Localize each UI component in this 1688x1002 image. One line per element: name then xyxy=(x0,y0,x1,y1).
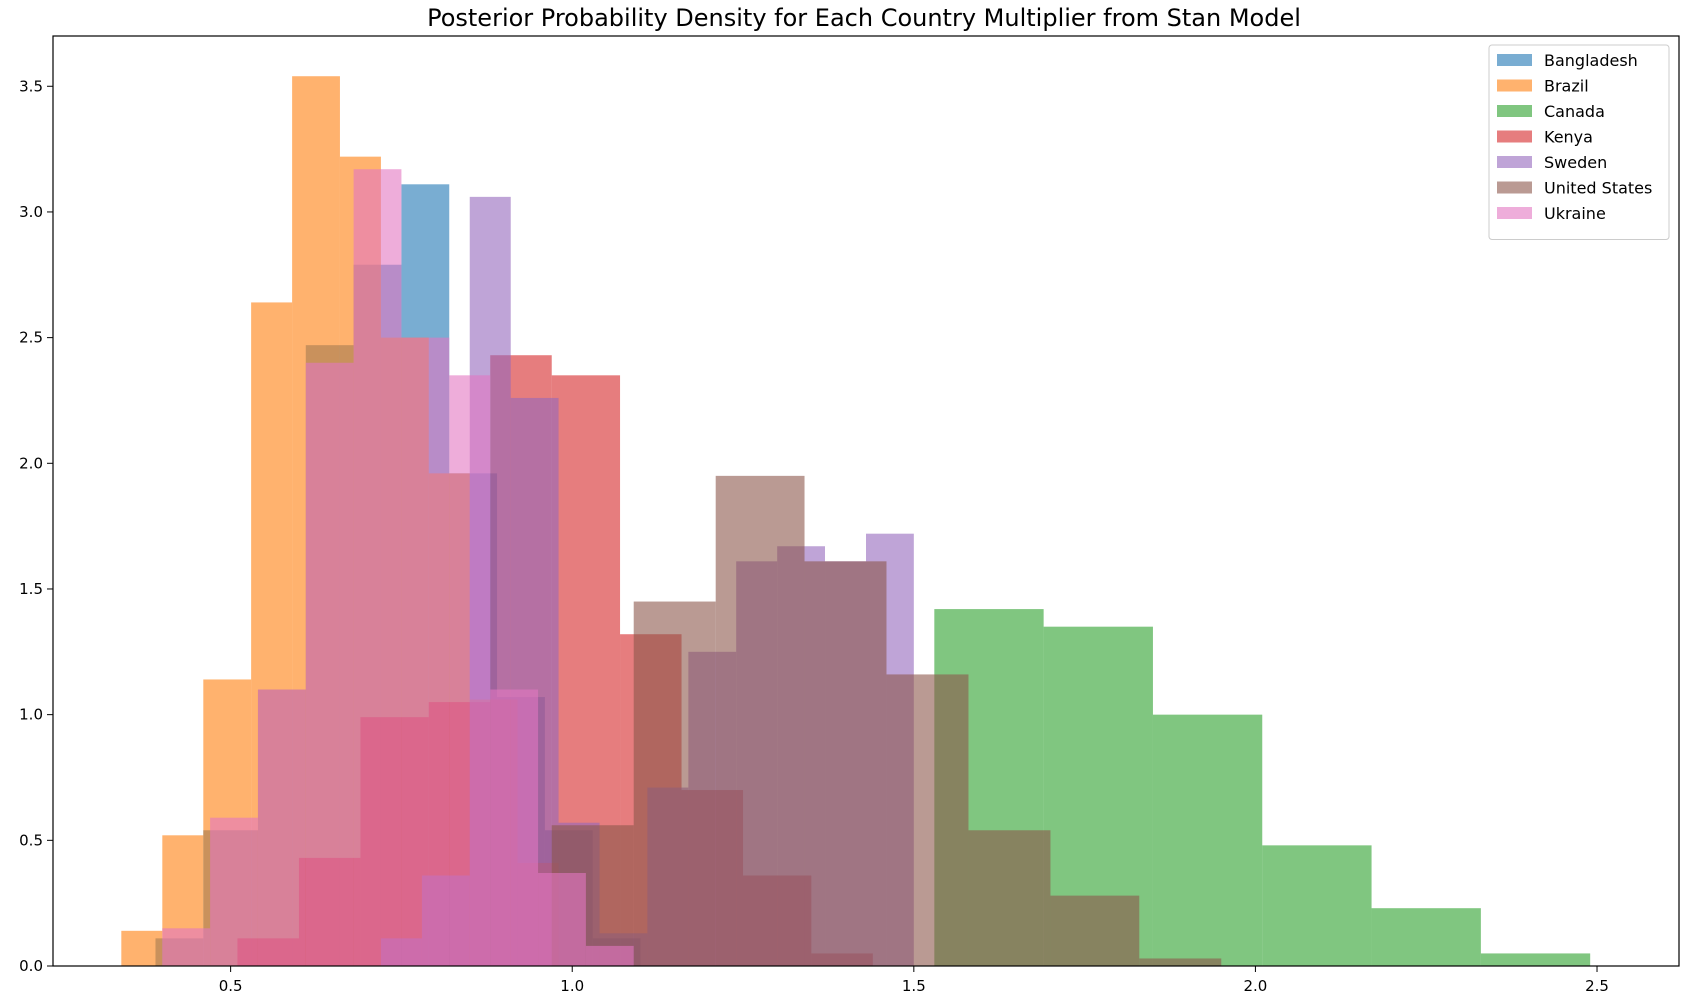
legend-label-brazil: Brazil xyxy=(1544,77,1589,96)
y-tick-label: 3.0 xyxy=(19,203,43,221)
legend: Bangladesh Brazil Canada Kenya Sweden United … xyxy=(1488,44,1670,240)
legend-swatch-canada xyxy=(1497,105,1532,117)
series-ukraine xyxy=(162,169,634,967)
histogram-bar-brazil xyxy=(121,930,163,966)
chart-title: Posterior Probability Density for Each C… xyxy=(427,4,1301,32)
legend-swatch-ukraine xyxy=(1497,207,1532,219)
histogram-bar-ukraine xyxy=(490,689,539,966)
histogram-bar-canada xyxy=(1371,908,1481,966)
histogram-bar-ukraine xyxy=(353,169,402,967)
legend-label-canada: Canada xyxy=(1544,102,1605,121)
histogram-bar-canada xyxy=(1480,953,1591,966)
x-tick-label: 2.0 xyxy=(1243,977,1267,995)
x-tick-label: 0.5 xyxy=(219,977,243,995)
legend-swatch-kenya xyxy=(1497,130,1532,143)
histogram-bar-ukraine xyxy=(538,873,586,966)
y-tick-label: 0.5 xyxy=(19,831,43,849)
x-tick-label: 1.5 xyxy=(902,977,926,995)
histogram-bar-ukraine xyxy=(401,337,450,966)
histogram-bar-united-states xyxy=(886,674,969,966)
y-tick-label: 1.5 xyxy=(19,580,43,598)
y-tick-label: 1.0 xyxy=(19,706,43,724)
histogram-bar-ukraine xyxy=(162,928,211,966)
histogram-bar-united-states xyxy=(968,830,1051,966)
histogram-bar-united-states xyxy=(804,561,887,966)
legend-label-bangladesh: Bangladesh xyxy=(1544,51,1638,70)
histogram-bar-ukraine xyxy=(257,689,306,966)
x-axis: 0.5 1.0 1.5 2.0 2.5 xyxy=(219,966,1609,995)
histogram-bar-ukraine xyxy=(449,375,491,966)
x-tick-label: 2.5 xyxy=(1585,977,1609,995)
legend-box xyxy=(1488,44,1670,240)
histogram-bar-canada xyxy=(1262,845,1372,966)
x-tick-label: 1.0 xyxy=(560,977,584,995)
bars-layer xyxy=(121,76,1591,967)
plot-frame xyxy=(52,35,1680,967)
histogram-bar-united-states xyxy=(633,601,716,966)
histogram-bar-ukraine xyxy=(585,945,634,966)
series-united-states xyxy=(551,475,1222,966)
histogram-bar-united-states xyxy=(1050,895,1140,966)
histogram-bar-canada xyxy=(1152,714,1263,966)
legend-swatch-bangladesh xyxy=(1497,54,1532,66)
legend-label-sweden: Sweden xyxy=(1544,153,1607,172)
histogram-bar-united-states xyxy=(715,475,805,966)
legend-label-ukraine: Ukraine xyxy=(1544,204,1606,223)
y-tick-label: 2.5 xyxy=(19,329,43,347)
legend-swatch-brazil xyxy=(1497,79,1532,92)
y-tick-label: 2.0 xyxy=(19,454,43,472)
histogram-bar-ukraine xyxy=(210,817,258,966)
y-tick-label: 0.0 xyxy=(19,957,43,975)
histogram-bar-united-states xyxy=(1139,958,1222,966)
legend-label-kenya: Kenya xyxy=(1544,128,1593,147)
y-tick-label: 3.5 xyxy=(19,77,43,95)
legend-swatch-sweden xyxy=(1497,156,1532,168)
y-axis: 0.0 0.5 1.0 1.5 2.0 2.5 3.0 3.5 xyxy=(19,77,53,975)
legend-swatch-united-states xyxy=(1497,181,1532,194)
legend-label-united-states: United States xyxy=(1544,179,1652,198)
histogram-bar-ukraine xyxy=(305,362,354,966)
